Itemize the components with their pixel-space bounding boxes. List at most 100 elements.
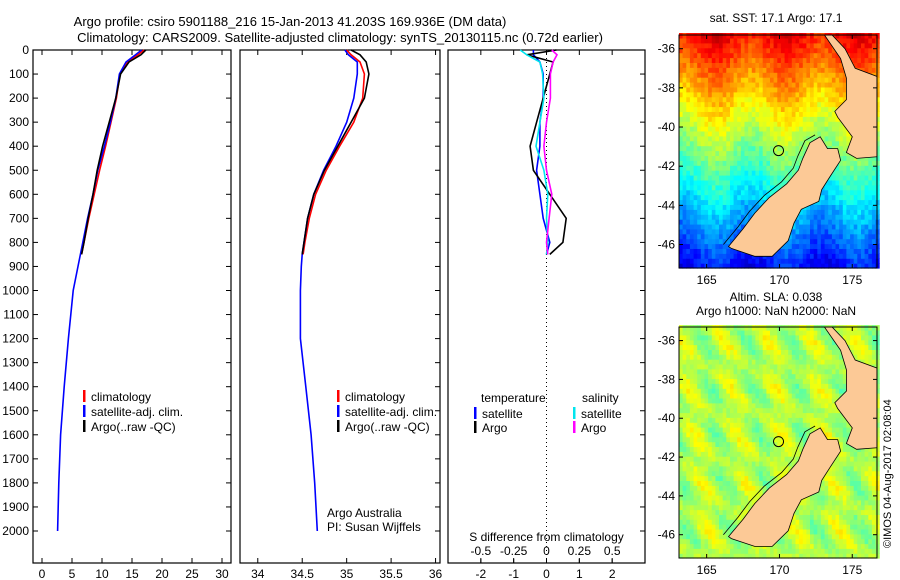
legend-swatch (573, 407, 576, 419)
y-tick-label: 1100 (3, 308, 29, 322)
series-line-climatology (302, 49, 366, 255)
y-tick-label: 1800 (2, 476, 29, 490)
y-tick-label: 500 (9, 163, 29, 177)
x-tick-label: 35.5 (379, 567, 403, 580)
bathymetry-contour (723, 425, 816, 535)
map-title: sat. SST: 17.1 Argo: 17.1 (710, 11, 843, 25)
x-tick-label: 25 (185, 567, 199, 580)
x-tick-label: 170 (769, 563, 789, 577)
y-tick-label: -44 (658, 198, 676, 212)
legend-label: Argo(..raw -QC) (91, 420, 176, 434)
legend-swatch (474, 421, 477, 433)
series-line-argo-raw-qc- (301, 49, 370, 255)
north-island-land (823, 35, 877, 159)
y-tick-label: 1300 (2, 356, 29, 370)
legend-swatch (337, 405, 340, 417)
map-frame (678, 34, 878, 269)
legend-label: Argo (482, 421, 508, 435)
argo-float-marker (773, 436, 785, 448)
x-tick-label: 10 (95, 567, 109, 580)
land-layer (723, 35, 877, 257)
y-tick-label: 300 (9, 115, 29, 129)
series-line-salinity-satellite (519, 49, 549, 255)
temperature-panel: 0100200300400500600700800900100011001200… (2, 43, 232, 580)
credit-text: ©IMOS 04-Aug-2017 02:08:04 (882, 399, 894, 548)
y-tick-label: 600 (9, 187, 29, 201)
y-tick-label: 1000 (2, 284, 29, 298)
salinity-panel: 3434.53535.536salinityclimatologysatelli… (239, 49, 443, 580)
legend-label: climatology (345, 390, 405, 404)
y-tick-label: 1200 (2, 332, 29, 346)
x-tick-label: 0 (39, 567, 46, 580)
legend-label: satellite-adj. clim. (345, 405, 437, 419)
x-tick-label: -2 (475, 567, 486, 580)
y-tick-label: 1900 (2, 500, 29, 514)
south-island-land (727, 136, 842, 257)
x-tick-label: 175 (842, 563, 862, 577)
x2-tick-label: 0.25 (568, 544, 592, 558)
legend-label: climatology (91, 390, 151, 404)
series-line-argo-raw-qc- (80, 49, 147, 255)
y-tick-label: 400 (9, 139, 29, 153)
y-tick-label: -40 (658, 120, 676, 134)
y-tick-label: -46 (658, 238, 676, 252)
series-line-salinity-argo (543, 49, 558, 255)
map-subtitle: Argo h1000: NaN h2000: NaN (696, 304, 856, 318)
x-tick-label: 30 (215, 567, 229, 580)
legend-swatch (337, 390, 340, 402)
legend-title-temperature: temperature (481, 391, 546, 405)
legend-swatch (474, 407, 477, 419)
title-line-2: Climatology: CARS2009. Satellite-adjuste… (77, 30, 603, 45)
y-tick-label: 1600 (2, 428, 29, 442)
x-tick-label: 175 (842, 273, 862, 287)
x-tick-label: 15 (125, 567, 139, 580)
x-tick-label: 34.5 (291, 567, 315, 580)
y-tick-label: -38 (658, 372, 676, 386)
x2-tick-label: -0.25 (500, 544, 528, 558)
legend-swatch (83, 405, 86, 417)
difference-panel: -2-1012T difference from climatology-0.5… (447, 49, 646, 580)
plot-frame (32, 49, 232, 564)
x-tick-label: 34 (251, 567, 265, 580)
y-tick-label: -36 (658, 334, 676, 348)
legend-label: Argo(..raw -QC) (345, 420, 430, 434)
y-tick-label: -38 (658, 81, 676, 95)
y-tick-label: 100 (9, 67, 29, 81)
legend-swatch (573, 421, 576, 433)
x-tick-label: 1 (576, 567, 583, 580)
x-tick-label: -1 (508, 567, 519, 580)
x-tick-label: 36 (429, 567, 443, 580)
y-tick-label: 700 (9, 211, 29, 225)
y-tick-label: -46 (658, 528, 676, 542)
x-tick-label: 170 (769, 273, 789, 287)
legend-swatch (83, 390, 86, 402)
title-line-1: Argo profile: csiro 5901188_216 15-Jan-2… (74, 14, 507, 29)
x2-tick-label: 0 (543, 544, 550, 558)
y-tick-label: 1500 (2, 404, 29, 418)
y-tick-label: 800 (9, 235, 29, 249)
y-tick-label: 900 (9, 259, 29, 273)
y-tick-label: 2000 (2, 524, 29, 538)
x-tick-label: 165 (697, 563, 717, 577)
y-tick-label: -40 (658, 411, 676, 425)
legend-label: satellite-adj. clim. (91, 405, 183, 419)
x2-tick-label: -0.5 (470, 544, 491, 558)
x-tick-label: 2 (609, 567, 616, 580)
series-line-temperature-argo (526, 49, 568, 255)
y-tick-label: 0 (22, 43, 29, 57)
x-tick-label: 20 (155, 567, 169, 580)
y-tick-label: -42 (658, 450, 676, 464)
legend-label: satellite (482, 407, 523, 421)
legend-label: Argo (581, 421, 607, 435)
map-frame (678, 326, 878, 559)
bathymetry-contour (723, 134, 816, 245)
argo-float-marker (773, 145, 785, 157)
plot-frame (239, 49, 441, 564)
y-tick-label: -42 (658, 159, 676, 173)
legend-label: satellite (581, 407, 622, 421)
y-tick-label: -44 (658, 489, 676, 503)
x-tick-label: 165 (697, 273, 717, 287)
x-tick-label: 5 (69, 567, 76, 580)
